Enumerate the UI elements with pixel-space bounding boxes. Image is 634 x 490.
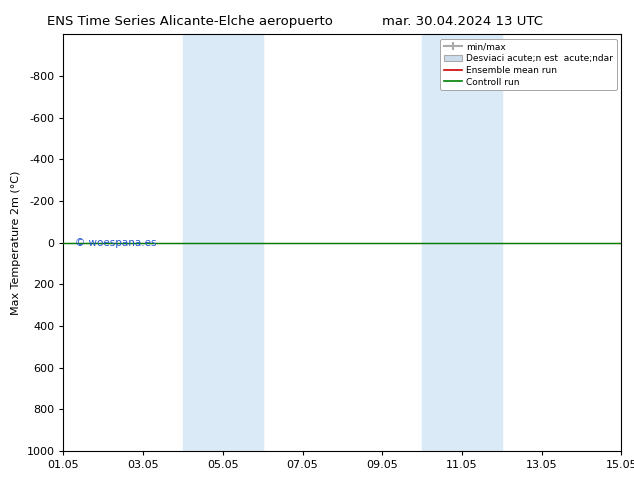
Text: © woespana.es: © woespana.es [75,238,156,247]
Text: ENS Time Series Alicante-Elche aeropuerto: ENS Time Series Alicante-Elche aeropuert… [48,15,333,28]
Legend: min/max, Desviaci acute;n est  acute;ndar, Ensemble mean run, Controll run: min/max, Desviaci acute;n est acute;ndar… [440,39,617,90]
Text: mar. 30.04.2024 13 UTC: mar. 30.04.2024 13 UTC [382,15,543,28]
Y-axis label: Max Temperature 2m (°C): Max Temperature 2m (°C) [11,171,21,315]
Bar [183,34,262,451]
Bar [422,34,501,451]
